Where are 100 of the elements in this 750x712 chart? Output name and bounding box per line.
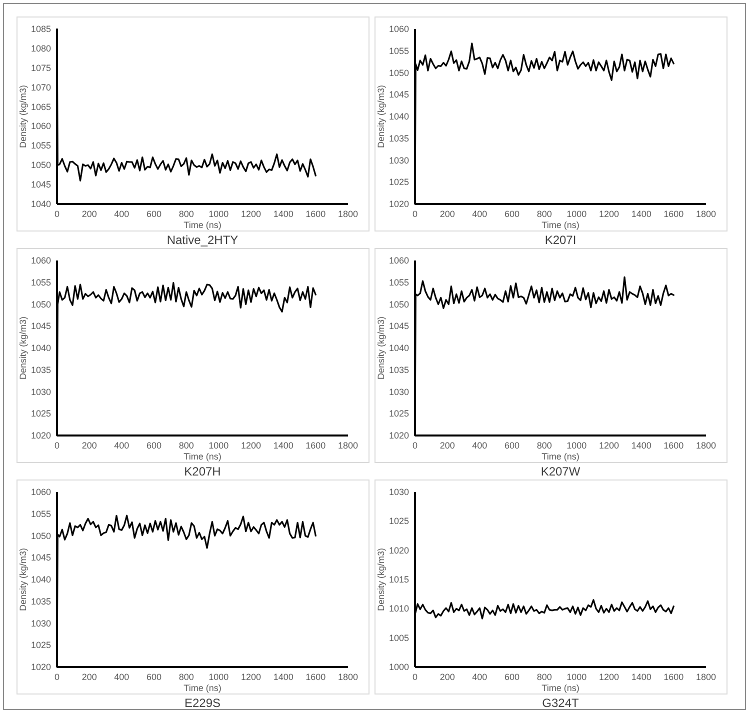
x-tick-label: 800: [536, 672, 552, 682]
text: Native_2HTY: [166, 233, 238, 247]
x-tick-label: 600: [504, 440, 520, 450]
x-tick-label: 1000: [208, 209, 229, 219]
y-tick-label: 1075: [30, 62, 51, 73]
x-tick-label: 400: [114, 440, 130, 450]
text: K207I: [544, 233, 576, 247]
x-tick-label: 800: [536, 440, 552, 450]
y-tick-label: 1020: [30, 430, 51, 440]
y-tick-label: 1030: [30, 386, 51, 397]
x-tick-label: 800: [536, 209, 552, 219]
x-tick-label: 1200: [240, 672, 262, 682]
y-tick-label: 1040: [30, 199, 51, 209]
text: G324T: [542, 696, 580, 710]
y-tick-label: 1020: [388, 430, 409, 440]
y-tick-label: 1045: [30, 180, 51, 190]
y-tick-label: 1020: [30, 662, 51, 672]
x-tick-label: 600: [146, 672, 162, 682]
x-tick-label: 1600: [306, 209, 326, 219]
y-tick-label: 1020: [388, 545, 409, 556]
x-tick-label: 800: [178, 672, 194, 682]
text: K207H: [184, 464, 221, 478]
y-tick-label: 1050: [388, 68, 409, 78]
x-axis-title: Time (ns): [542, 220, 580, 230]
x-tick-label: 1200: [240, 440, 262, 450]
x-tick-label: 0: [412, 672, 418, 682]
y-tick-label: 1010: [388, 604, 409, 614]
x-axis-title: Time (ns): [184, 220, 222, 230]
x-tick-label: 1800: [338, 440, 358, 450]
y-tick-label: 1055: [30, 508, 51, 519]
y-tick-label: 1025: [388, 516, 409, 526]
y-tick-label: 1070: [30, 82, 51, 92]
x-tick-label: 1200: [598, 209, 620, 219]
y-tick-label: 1040: [388, 112, 409, 122]
y-axis-title: Density (kg/m3): [18, 316, 28, 380]
y-tick-label: 1055: [388, 46, 409, 56]
y-tick-label: 1060: [388, 256, 409, 266]
x-tick-label: 1400: [273, 440, 294, 450]
y-tick-label: 1040: [30, 343, 51, 353]
y-axis-title: Density (kg/m3): [18, 548, 28, 612]
x-tick-label: 1000: [566, 209, 587, 219]
x-tick-label: 1600: [664, 209, 684, 219]
x-tick-label: 1200: [598, 672, 620, 682]
y-tick-label: 1080: [30, 43, 51, 54]
x-tick-label: 200: [440, 440, 455, 450]
x-tick-label: 1800: [696, 672, 716, 682]
y-tick-label: 1045: [388, 90, 409, 100]
x-tick-label: 200: [440, 209, 455, 219]
y-tick-label: 1060: [30, 256, 51, 266]
x-tick-label: 800: [178, 209, 194, 219]
y-tick-label: 1050: [30, 530, 51, 541]
y-tick-label: 1040: [30, 574, 51, 584]
y-tick-label: 1025: [388, 177, 409, 188]
y-tick-label: 1085: [30, 24, 51, 34]
y-tick-label: 1030: [388, 487, 409, 497]
y-tick-label: 1020: [388, 199, 409, 209]
x-tick-label: 400: [114, 209, 130, 219]
x-tick-label: 400: [472, 440, 488, 450]
y-tick-label: 1050: [30, 299, 51, 310]
x-tick-label: 1600: [664, 440, 684, 450]
y-tick-label: 1000: [388, 662, 409, 672]
y-tick-label: 1055: [30, 140, 51, 151]
y-tick-label: 1035: [388, 133, 409, 144]
y-tick-label: 1025: [388, 408, 409, 419]
y-tick-label: 1045: [388, 321, 409, 332]
y-tick-label: 1045: [30, 552, 51, 563]
x-tick-label: 1000: [566, 672, 587, 682]
x-tick-label: 1800: [696, 209, 716, 219]
x-tick-label: 1400: [273, 209, 294, 219]
x-tick-label: 1000: [208, 672, 229, 682]
x-tick-label: 1800: [338, 672, 358, 682]
x-tick-label: 0: [54, 672, 60, 682]
x-tick-label: 1400: [631, 672, 652, 682]
y-axis-title: Density (kg/m3): [376, 548, 386, 612]
x-axis-title: Time (ns): [184, 683, 222, 693]
y-tick-label: 1035: [388, 364, 409, 375]
x-tick-label: 1400: [273, 672, 294, 682]
x-tick-label: 600: [504, 672, 520, 682]
y-tick-label: 1030: [388, 155, 409, 166]
y-axis-title: Density (kg/m3): [18, 84, 28, 148]
y-tick-label: 1055: [30, 277, 51, 288]
x-tick-label: 0: [412, 209, 418, 219]
y-tick-label: 1050: [388, 299, 409, 310]
x-tick-label: 1000: [208, 440, 229, 450]
x-tick-label: 600: [504, 209, 520, 219]
y-axis-title: Density (kg/m3): [376, 84, 386, 148]
text: K207W: [540, 464, 581, 478]
x-tick-label: 200: [82, 440, 97, 450]
x-tick-label: 800: [178, 440, 194, 450]
y-tick-label: 1025: [30, 640, 51, 650]
x-axis-title: Time (ns): [542, 683, 580, 693]
y-tick-label: 1060: [388, 24, 409, 34]
y-tick-label: 1030: [30, 618, 51, 628]
x-tick-label: 1800: [696, 440, 716, 450]
x-tick-label: 1800: [338, 209, 358, 219]
x-tick-label: 1400: [631, 440, 652, 450]
x-tick-label: 400: [472, 672, 488, 682]
y-tick-label: 1030: [388, 386, 409, 397]
x-tick-label: 1000: [566, 440, 587, 450]
y-tick-label: 1050: [30, 160, 51, 170]
